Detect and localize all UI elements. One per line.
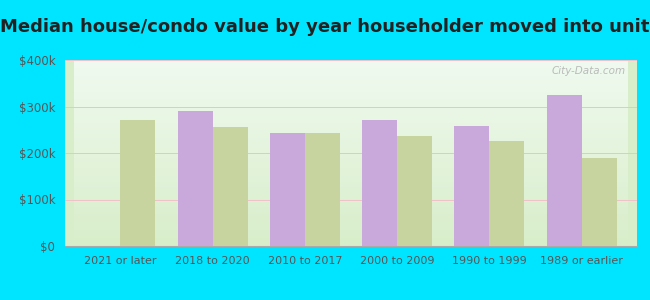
Bar xyxy=(213,128,248,246)
Bar xyxy=(270,134,305,246)
Bar xyxy=(547,95,582,246)
Bar xyxy=(454,127,489,246)
Text: Median house/condo value by year householder moved into unit: Median house/condo value by year househo… xyxy=(0,18,650,36)
Bar xyxy=(582,158,617,246)
Text: City-Data.com: City-Data.com xyxy=(551,66,625,76)
Bar xyxy=(362,120,397,246)
Bar xyxy=(120,120,155,246)
Bar xyxy=(489,141,525,246)
Bar xyxy=(397,136,432,246)
Bar xyxy=(177,111,213,246)
Bar xyxy=(305,134,340,246)
